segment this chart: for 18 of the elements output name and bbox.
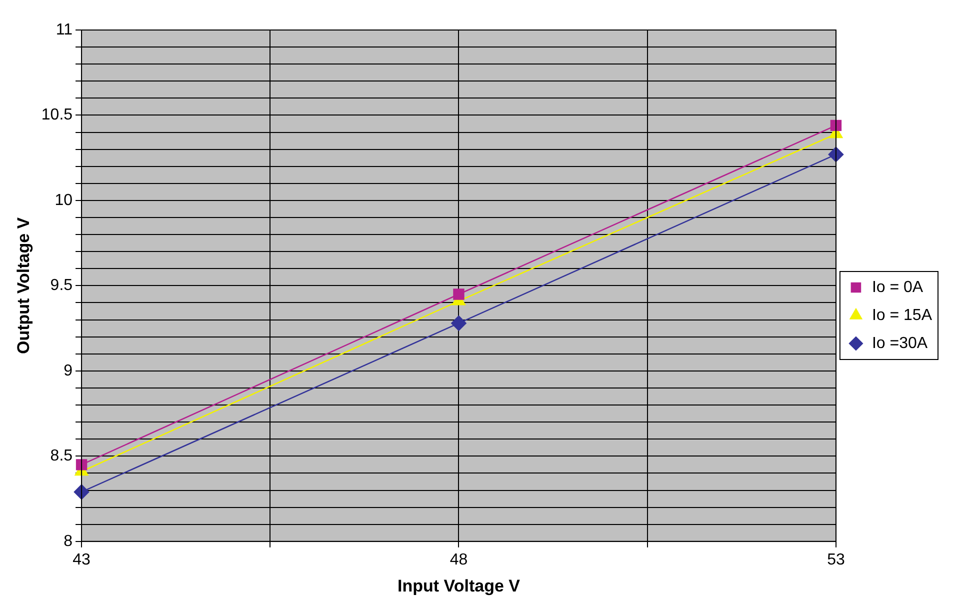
- legend-label: Io = 0A: [872, 278, 924, 296]
- y-axis-title: Output Voltage V: [14, 216, 33, 354]
- point: [451, 316, 466, 331]
- y-tick-label: 8: [64, 532, 73, 550]
- legend-label: Io = 15A: [872, 306, 932, 324]
- point: [76, 459, 88, 470]
- x-axis-title: Input Voltage V: [398, 576, 521, 596]
- x-tick-label: 53: [827, 551, 845, 568]
- point: [453, 288, 464, 300]
- x-tick-label: 48: [450, 551, 468, 568]
- y-tick-label: 10.5: [41, 106, 73, 124]
- y-tick-label: 9.5: [50, 277, 73, 294]
- y-tick-label: 9: [64, 362, 73, 380]
- legend-label: Io =30A: [872, 334, 928, 352]
- x-tick-label: 43: [72, 551, 91, 568]
- y-tick-label: 8.5: [50, 448, 73, 465]
- y-tick-label: 11: [56, 21, 73, 38]
- y-tick-label: 10: [54, 192, 73, 209]
